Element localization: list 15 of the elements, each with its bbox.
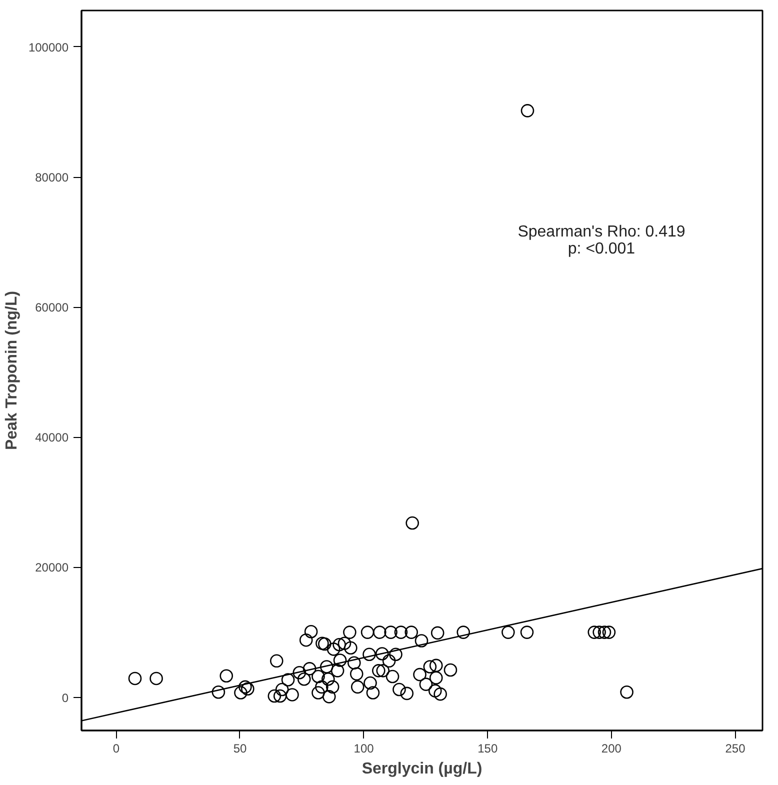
x-axis-title: Serglycin (µg/L) xyxy=(362,760,482,778)
y-tick-label: 40000 xyxy=(35,430,69,445)
x-tick-label: 100 xyxy=(354,742,374,756)
y-tick-label: 20000 xyxy=(35,560,69,575)
x-tick-label: 0 xyxy=(112,742,120,756)
annotation: Spearman's Rho: 0.419 p: <0.001 xyxy=(518,224,686,258)
y-tick-label: 80000 xyxy=(35,170,69,185)
y-tick-label: 0 xyxy=(62,690,69,705)
y-axis-title: Peak Troponin (ng/L) xyxy=(3,290,20,450)
x-tick-label: 200 xyxy=(601,742,622,756)
x-tick-label: 50 xyxy=(233,742,247,756)
y-tick-label: 100000 xyxy=(28,40,69,54)
y-tick-label: 60000 xyxy=(35,300,69,315)
x-tick-label: 250 xyxy=(725,742,746,756)
x-tick-label: 150 xyxy=(478,742,498,756)
